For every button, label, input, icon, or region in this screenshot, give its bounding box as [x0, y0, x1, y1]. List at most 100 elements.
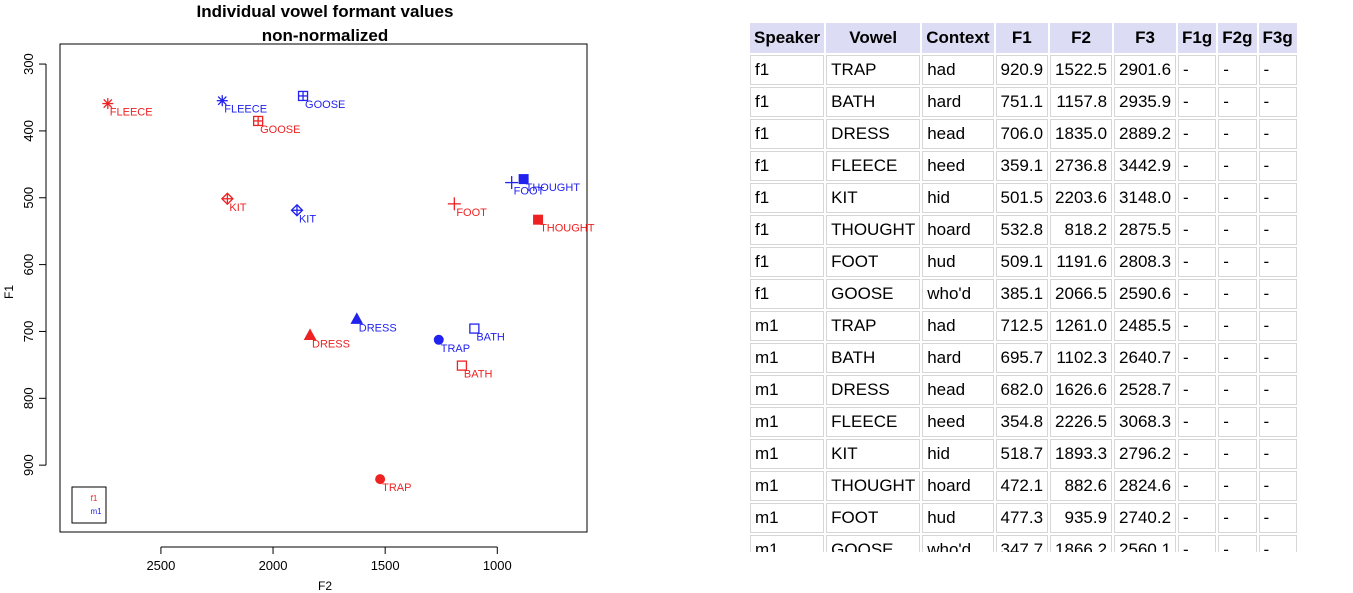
point-label: DRESS [312, 338, 350, 350]
table-cell-f1: 532.8 [995, 215, 1049, 245]
table-cell-vowel: GOOSE [826, 279, 921, 309]
table-cell-f1: 706.0 [995, 119, 1049, 149]
table-cell-f2g: - [1218, 55, 1257, 85]
table-row: m1 THOUGHT hoard 472.1 882.6 2824.6- - - [750, 471, 1297, 501]
table-cell-f3g: - [1258, 535, 1297, 552]
table-cell-f3: 2808.3 [1114, 247, 1177, 277]
table-cell-f3g: - [1258, 119, 1297, 149]
table-cell-f2g: - [1218, 439, 1257, 469]
table-cell-f2g: - [1218, 87, 1257, 117]
table-cell-f2g: - [1218, 279, 1257, 309]
table-cell-f1g: - [1178, 471, 1217, 501]
chart-subtitle: non-normalized [262, 26, 389, 45]
y-tick-label: 900 [21, 454, 36, 476]
table-cell-f3g: - [1258, 407, 1297, 437]
table-cell-f1: 509.1 [995, 247, 1049, 277]
table-row: f1 FOOT hud 509.1 1191.6 2808.3- - - [750, 247, 1297, 277]
table-cell-f1: 518.7 [995, 439, 1049, 469]
y-tick-label: 700 [21, 321, 36, 343]
table-cell-speaker: f1 [750, 119, 825, 149]
table-cell-vowel: FOOT [826, 247, 921, 277]
point-m1-dress: DRESS [350, 312, 397, 334]
table-cell-f2: 1866.2 [1050, 535, 1113, 552]
point-label: FOOT [456, 207, 487, 219]
point-label: THOUGHT [540, 223, 595, 235]
table-cell-f2g: - [1218, 247, 1257, 277]
table-cell-f2: 1157.8 [1050, 87, 1113, 117]
point-label: TRAP [382, 482, 411, 494]
table-cell-f1g: - [1178, 535, 1217, 552]
table-cell-f1g: - [1178, 343, 1217, 373]
table-cell-context: head [922, 375, 994, 405]
y-tick-label: 300 [21, 53, 36, 75]
point-m1-kit: KIT [290, 203, 316, 225]
table-cell-f3: 2875.5 [1114, 215, 1177, 245]
point-f1-goose: GOOSE [252, 115, 300, 136]
table-row: f1 KIT hid 501.5 2203.6 3148.0- - - [750, 183, 1297, 213]
table-cell-f3: 3148.0 [1114, 183, 1177, 213]
table-cell-speaker: m1 [750, 503, 825, 533]
table-cell-f3: 2590.6 [1114, 279, 1177, 309]
point-f1-thought: THOUGHT [533, 214, 595, 235]
table-cell-f1: 501.5 [995, 183, 1049, 213]
axes: 2500 2000 1500 1000 300 400 500 600 700 800 900 [21, 53, 512, 573]
table-cell-speaker: m1 [750, 471, 825, 501]
y-tick-label: 400 [21, 120, 36, 142]
point-label: KIT [229, 202, 246, 214]
table-cell-f1: 472.1 [995, 471, 1049, 501]
formant-table: Speaker Vowel Context F1 F2 F3 F1g F2g F3g f1 TRA… [749, 22, 1299, 552]
table-cell-f2g: - [1218, 343, 1257, 373]
table-cell-f3: 2528.7 [1114, 375, 1177, 405]
point-label: FLEECE [224, 104, 267, 116]
table-cell-f3: 2560.1 [1114, 535, 1177, 552]
table-cell-f3g: - [1258, 183, 1297, 213]
table-row: m1 BATH hard 695.7 1102.3 2640.7- - - [750, 343, 1297, 373]
table-cell-f2g: - [1218, 151, 1257, 181]
table-cell-f2g: - [1218, 119, 1257, 149]
table-cell-f3: 2889.2 [1114, 119, 1177, 149]
table-cell-f1: 347.7 [995, 535, 1049, 552]
column-header-f2g: F2g [1218, 23, 1257, 53]
table-cell-context: who'd [922, 279, 994, 309]
table-header-row: Speaker Vowel Context F1 F2 F3 F1g F2g F3g [750, 23, 1297, 53]
table-cell-f1: 751.1 [995, 87, 1049, 117]
table-cell-vowel: THOUGHT [826, 471, 921, 501]
table-cell-f1g: - [1178, 87, 1217, 117]
point-m1-fleece: FLEECE [216, 95, 267, 116]
table-row: m1 GOOSE who'd 347.7 1866.2 2560.1- - - [750, 535, 1297, 552]
table-body: f1 TRAP had 920.9 1522.5 2901.6- - - f1 BATH hard 7… [750, 55, 1297, 552]
column-header-f3g: F3g [1258, 23, 1297, 53]
point-f1-trap: TRAP [375, 474, 411, 494]
column-header-f1g: F1g [1178, 23, 1217, 53]
table-cell-f3: 2796.2 [1114, 439, 1177, 469]
table-cell-f1g: - [1178, 55, 1217, 85]
point-m1-goose: GOOSE [297, 90, 345, 111]
table-row: f1 DRESS head 706.0 1835.0 2889.2- - - [750, 119, 1297, 149]
table-cell-context: heed [922, 151, 994, 181]
table-cell-f2: 2736.8 [1050, 151, 1113, 181]
table-cell-f2g: - [1218, 503, 1257, 533]
point-f1-bath: BATH [456, 360, 492, 381]
table-cell-f1g: - [1178, 183, 1217, 213]
table-cell-f1: 385.1 [995, 279, 1049, 309]
table-cell-f1g: - [1178, 119, 1217, 149]
table-cell-f2g: - [1218, 407, 1257, 437]
table-cell-f2: 2203.6 [1050, 183, 1113, 213]
table-cell-f3: 2824.6 [1114, 471, 1177, 501]
point-f1-dress: DRESS [303, 328, 350, 350]
column-header-context: Context [922, 23, 994, 53]
table-cell-f3: 2640.7 [1114, 343, 1177, 373]
table-cell-context: hoard [922, 215, 994, 245]
chart-title: Individual vowel formant values [197, 2, 454, 21]
table-cell-f2g: - [1218, 183, 1257, 213]
point-f1-fleece: FLEECE [102, 98, 153, 119]
table-cell-f2: 935.9 [1050, 503, 1113, 533]
table-cell-f3g: - [1258, 343, 1297, 373]
legend-entry-m1: m1 [90, 507, 102, 516]
table-cell-f2: 1102.3 [1050, 343, 1113, 373]
table-cell-f3: 2901.6 [1114, 55, 1177, 85]
table-cell-context: who'd [922, 535, 994, 552]
table-cell-context: had [922, 55, 994, 85]
table-cell-context: hid [922, 439, 994, 469]
table-cell-f1g: - [1178, 503, 1217, 533]
